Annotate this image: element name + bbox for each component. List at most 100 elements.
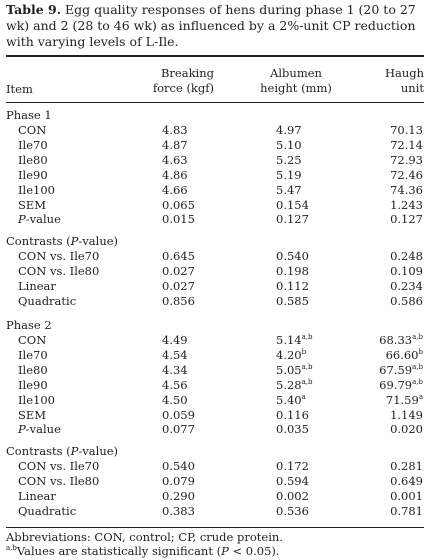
cell-haugh-unit: 0.109 — [390, 264, 423, 278]
cell-breaking-force: 4.87 — [162, 138, 188, 152]
row-label: CON vs. Ile70 — [18, 249, 99, 263]
table-label: Table 9. — [6, 2, 62, 17]
row-label: P-value — [18, 422, 61, 436]
cell-albumen-height-value: 5.05 — [276, 362, 302, 377]
cell-albumen-height-value: 5.40 — [276, 392, 302, 407]
row-label: CON vs. Ile80 — [18, 474, 99, 488]
cell-breaking-force: 0.856 — [162, 294, 195, 308]
table-row: SEM 0.065 0.154 1.243 — [0, 198, 429, 212]
cell-albumen-height: 5.40a — [276, 393, 306, 407]
cell-breaking-force-value: 0.856 — [162, 293, 195, 308]
cell-breaking-force: 0.027 — [162, 264, 195, 278]
section-title: Phase 2 — [6, 318, 52, 332]
table-row: P-value 0.015 0.127 0.127 — [0, 212, 429, 226]
cell-breaking-force: 0.065 — [162, 198, 195, 212]
significance-superscript: a — [418, 392, 423, 401]
cell-breaking-force-value: 4.49 — [162, 333, 188, 347]
header-haugh-unit: Haugh unit — [370, 66, 424, 96]
cell-breaking-force-value: 0.015 — [162, 212, 195, 227]
row-label-value: Ile80 — [18, 362, 48, 377]
section-title: Contrasts (P-value) — [6, 234, 119, 248]
row-label: Ile80 — [18, 153, 48, 167]
cell-breaking-force: 4.56 — [162, 378, 188, 392]
cell-albumen-height: 0.127 — [276, 212, 309, 226]
cell-albumen-height: 0.540 — [276, 249, 309, 263]
cell-albumen-height-value: 4.20 — [276, 347, 302, 362]
cell-albumen-height-value: 0.112 — [276, 278, 309, 293]
cell-albumen-height: 4.20b — [276, 348, 306, 362]
cell-albumen-height-value: 0.035 — [276, 422, 309, 437]
table-row: Ile70 4.87 5.10 72.14 — [0, 138, 429, 152]
cell-albumen-height-value: 0.002 — [276, 488, 309, 503]
table-row: Ile90 4.56 5.28a,b 69.79a,b — [0, 378, 429, 392]
cell-haugh-unit: 0.248 — [390, 249, 423, 263]
cell-breaking-force-value: 4.87 — [162, 137, 188, 152]
cell-albumen-height: 4.97 — [276, 123, 302, 137]
row-label: Ile80 — [18, 363, 48, 377]
row-label: P-value — [18, 212, 61, 226]
header-haugh-unit-line1: Haugh — [384, 66, 424, 80]
cell-haugh-unit: 0.234 — [390, 279, 423, 293]
significance-superscript: a,b — [301, 362, 313, 371]
cell-albumen-height-value: 0.154 — [276, 197, 309, 212]
cell-breaking-force-value: 4.50 — [162, 392, 188, 407]
row-label: Ile70 — [18, 138, 48, 152]
section-title: Phase 1 — [6, 108, 52, 122]
cell-breaking-force: 0.015 — [162, 212, 195, 226]
cell-breaking-force-value: 4.83 — [162, 123, 188, 137]
cell-albumen-height-value: 5.25 — [276, 152, 302, 167]
cell-breaking-force: 4.86 — [162, 168, 188, 182]
cell-breaking-force-value: 4.54 — [162, 347, 188, 362]
cell-albumen-height: 5.19 — [276, 168, 302, 182]
table-row: CON vs. Ile70 0.645 0.540 0.248 — [0, 249, 429, 263]
significance-superscript: a,b — [301, 377, 313, 386]
cell-haugh-unit-value: 66.60 — [385, 347, 419, 362]
footnote-sig-superscript: a,b — [6, 544, 17, 552]
cell-breaking-force-value: 0.290 — [162, 488, 195, 503]
cell-haugh-unit-value: 69.79 — [379, 377, 413, 392]
header-haugh-unit-line2: unit — [400, 81, 424, 95]
row-label-value: Ile100 — [18, 392, 55, 407]
cell-haugh-unit: 1.149 — [390, 408, 423, 422]
row-label-value: CON vs. Ile80 — [18, 263, 100, 278]
cell-breaking-force: 0.079 — [162, 474, 195, 488]
cell-breaking-force-value: 4.86 — [162, 167, 188, 182]
row-label-value: Ile100 — [18, 182, 55, 197]
row-label-value: SEM — [18, 197, 47, 212]
cell-breaking-force: 4.34 — [162, 363, 188, 377]
cell-haugh-unit: 71.59a — [386, 393, 423, 407]
table-row: P-value 0.077 0.035 0.020 — [0, 422, 429, 436]
table-row: CON vs. Ile80 0.079 0.594 0.649 — [0, 474, 429, 488]
significance-superscript: a — [301, 392, 306, 401]
section-title: Contrasts (P-value) — [6, 444, 119, 458]
cell-breaking-force-value: 4.63 — [162, 152, 188, 167]
cell-breaking-force: 0.645 — [162, 249, 195, 263]
table-row: CON 4.49 5.14a,b 68.33a,b — [0, 333, 429, 347]
table-row: Ile80 4.34 5.05a,b 67.59a,b — [0, 363, 429, 377]
cell-albumen-height: 0.594 — [276, 474, 309, 488]
cell-albumen-height: 5.10 — [276, 138, 302, 152]
row-label-value: Ile70 — [18, 347, 48, 362]
cell-breaking-force-value: 4.34 — [162, 362, 188, 377]
cell-haugh-unit-value: 0.127 — [390, 212, 423, 227]
cell-albumen-height-value: 5.14 — [276, 333, 302, 347]
table-row: Quadratic 0.856 0.585 0.586 — [0, 294, 429, 308]
cell-breaking-force: 0.059 — [162, 408, 195, 422]
cell-haugh-unit: 0.586 — [390, 294, 423, 308]
cell-breaking-force: 4.50 — [162, 393, 188, 407]
row-label-value: Quadratic — [18, 503, 77, 518]
row-label-value: Ile70 — [18, 137, 48, 152]
cell-breaking-force: 0.077 — [162, 422, 195, 436]
cell-albumen-height-value: 5.28 — [276, 377, 302, 392]
cell-haugh-unit-value: 72.14 — [390, 137, 423, 152]
cell-haugh-unit: 0.781 — [390, 504, 423, 518]
row-label-value: Linear — [18, 488, 56, 503]
top-rule — [6, 55, 424, 57]
header-item: Item — [6, 82, 33, 96]
cell-breaking-force-value: 0.540 — [162, 459, 195, 473]
row-label: SEM — [18, 408, 46, 422]
cell-breaking-force-value: 0.027 — [162, 278, 195, 293]
cell-haugh-unit-value: 0.586 — [390, 293, 423, 308]
cell-albumen-height-value: 0.172 — [276, 459, 309, 473]
cell-albumen-height: 5.14a,b — [276, 333, 313, 347]
